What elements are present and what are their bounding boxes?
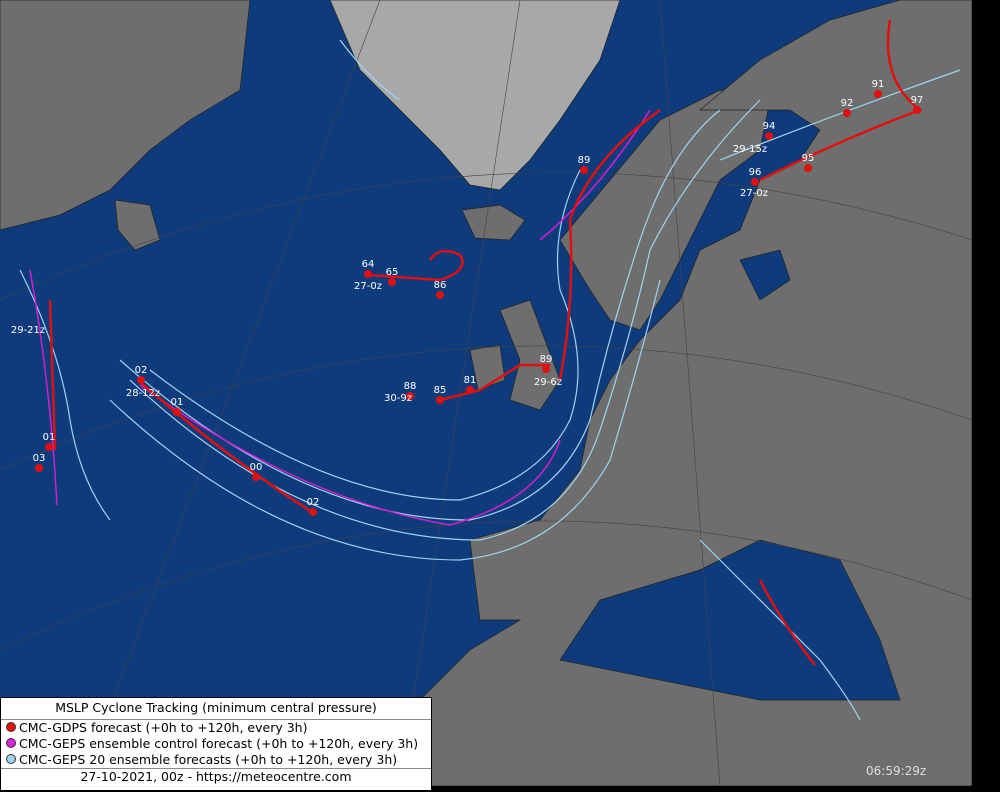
- pressure-label: 88: [404, 381, 417, 392]
- pressure-label: 64: [362, 259, 375, 270]
- pressure-label: 95: [802, 153, 815, 164]
- track-point: [804, 164, 812, 172]
- pressure-label: 02: [135, 365, 148, 376]
- legend-item: CMC-GEPS 20 ensemble forecasts (+0h to +…: [1, 752, 431, 768]
- pressure-label: 92: [841, 98, 854, 109]
- ensemble-track: [129, 99, 761, 541]
- pressure-label: 81: [464, 375, 477, 386]
- legend-swatch: [6, 754, 16, 764]
- graticule-line: [0, 520, 972, 651]
- pressure-label: 91: [872, 79, 885, 90]
- graticule-line: [79, 0, 381, 786]
- gdps-tracks: [48, 19, 923, 666]
- track-point: [874, 90, 882, 98]
- track-point: [252, 473, 260, 481]
- legend-label: CMC-GDPS forecast (+0h to +120h, every 3…: [19, 720, 308, 735]
- baltic: [739, 249, 791, 301]
- graticule: [0, 0, 972, 786]
- track-point: [843, 109, 851, 117]
- track-label: 27-0z: [354, 281, 382, 292]
- track-point: [466, 386, 474, 394]
- track-point: [388, 278, 396, 286]
- pressure-label: 01: [43, 432, 56, 443]
- track-label: 29-6z: [534, 377, 562, 388]
- ensemble-track: [339, 39, 401, 101]
- track-points: [35, 90, 921, 516]
- gdps-track: [369, 249, 464, 282]
- ensemble-track: [109, 279, 661, 561]
- track-point: [436, 396, 444, 404]
- legend-label: CMC-GEPS 20 ensemble forecasts (+0h to +…: [19, 752, 398, 767]
- track-point: [35, 464, 43, 472]
- ensemble-track: [119, 109, 721, 521]
- land: [0, 0, 972, 786]
- track-point: [913, 106, 921, 114]
- north-america: [0, 0, 251, 231]
- pressure-label: 97: [911, 95, 924, 106]
- pressure-label: 00: [250, 462, 263, 473]
- track-point: [751, 178, 759, 186]
- gdps-track: [439, 363, 550, 402]
- pressure-label: 65: [386, 267, 399, 278]
- track-point: [765, 132, 773, 140]
- pressure-label: 89: [540, 354, 553, 365]
- gdps-track: [48, 299, 57, 451]
- track-labels: 27-0z 28-12z 29-21z 30-9z 29-6z 29-15z 27-0z 64…: [11, 79, 924, 508]
- control-track: [29, 269, 58, 506]
- mediterranean: [559, 539, 901, 701]
- track-label: 29-15z: [733, 144, 767, 155]
- legend-swatch: [6, 738, 16, 748]
- greenland: [329, 0, 621, 191]
- iceland: [461, 204, 526, 241]
- legend: MSLP Cyclone Tracking (minimum central p…: [0, 697, 432, 791]
- track-point: [406, 392, 414, 400]
- pressure-label: 86: [434, 280, 447, 291]
- track-point: [173, 408, 181, 416]
- legend-swatch: [6, 722, 16, 732]
- track-point: [580, 166, 588, 174]
- track-point: [542, 365, 550, 373]
- legend-title: MSLP Cyclone Tracking (minimum central p…: [1, 698, 431, 720]
- track-point: [309, 508, 317, 516]
- pressure-label: 85: [434, 385, 447, 396]
- map: 27-0z 28-12z 29-21z 30-9z 29-6z 29-15z 27-0z 64…: [0, 0, 972, 786]
- legend-footer: 27-10-2021, 00z - https://meteocentre.co…: [1, 768, 431, 785]
- pressure-label: 94: [763, 121, 776, 132]
- ensemble-track: [719, 69, 961, 161]
- graticule-line: [0, 345, 972, 471]
- track-point: [45, 443, 53, 451]
- pressure-label: 02: [307, 497, 320, 508]
- scandinavia: [559, 89, 771, 331]
- timestamp: 06:59:29z: [866, 764, 927, 778]
- pressure-label: 03: [33, 453, 46, 464]
- gdps-track: [139, 381, 313, 514]
- track-point: [436, 291, 444, 299]
- graticule-line: [659, 0, 721, 786]
- ensemble-track: [149, 169, 581, 501]
- graticule-line: [0, 172, 972, 301]
- ensemble-track: [19, 269, 111, 521]
- gdps-track: [758, 579, 816, 666]
- legend-item: CMC-GDPS forecast (+0h to +120h, every 3…: [1, 720, 431, 736]
- track-label: 28-12z: [126, 388, 160, 399]
- track-label: 30-9z: [384, 393, 412, 404]
- pressure-label: 96: [749, 167, 762, 178]
- track-point: [137, 376, 145, 384]
- ensemble-track: [699, 539, 861, 721]
- graticule-line: [399, 0, 521, 786]
- ensemble-tracks: [19, 39, 961, 721]
- legend-label: CMC-GEPS ensemble control forecast (+0h …: [19, 736, 419, 751]
- newfoundland: [114, 199, 161, 251]
- legend-item: CMC-GEPS ensemble control forecast (+0h …: [1, 736, 431, 752]
- pressure-label: 01: [171, 397, 184, 408]
- track-point: [364, 270, 372, 278]
- track-label: 27-0z: [740, 188, 768, 199]
- control-track: [139, 384, 561, 526]
- gdps-track: [558, 108, 661, 381]
- pressure-label: 89: [578, 155, 591, 166]
- track-label: 29-21z: [11, 325, 45, 336]
